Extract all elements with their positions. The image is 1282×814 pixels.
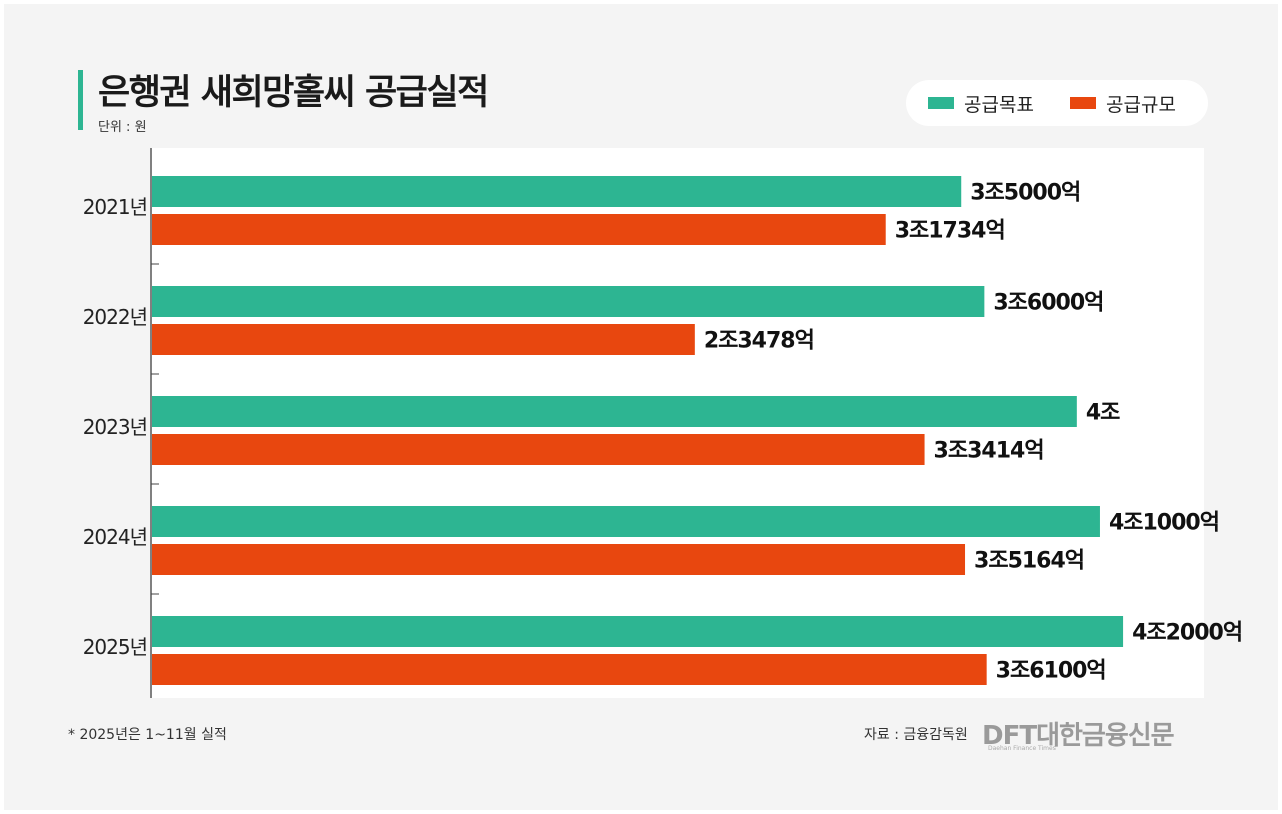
title-accent-bar bbox=[78, 70, 83, 130]
legend-item-target: 공급목표 bbox=[928, 80, 1034, 126]
unit-label: 단위 : 원 bbox=[98, 120, 147, 135]
logo-subtext: Daehan Finance Times bbox=[988, 745, 1056, 752]
legend-label-target: 공급목표 bbox=[964, 93, 1034, 116]
chart-card: 은행권 새희망홀씨 공급실적 단위 : 원 공급목표 공급규모 * 2025년은… bbox=[4, 4, 1278, 810]
logo-text: DFT대한금융신문 bbox=[982, 721, 1175, 751]
publisher-logo: DFT대한금융신문 Daehan Finance Times bbox=[982, 715, 1175, 752]
footnote: * 2025년은 1~11월 실적 bbox=[68, 727, 227, 743]
chart-title: 은행권 새희망홀씨 공급실적 bbox=[98, 73, 489, 113]
legend: 공급목표 공급규모 bbox=[906, 80, 1208, 126]
legend-label-actual: 공급규모 bbox=[1106, 93, 1176, 116]
source-label: 자료 : 금융감독원 bbox=[864, 727, 968, 743]
legend-swatch-target bbox=[928, 97, 954, 109]
legend-item-actual: 공급규모 bbox=[1070, 80, 1176, 126]
legend-swatch-actual bbox=[1070, 97, 1096, 109]
